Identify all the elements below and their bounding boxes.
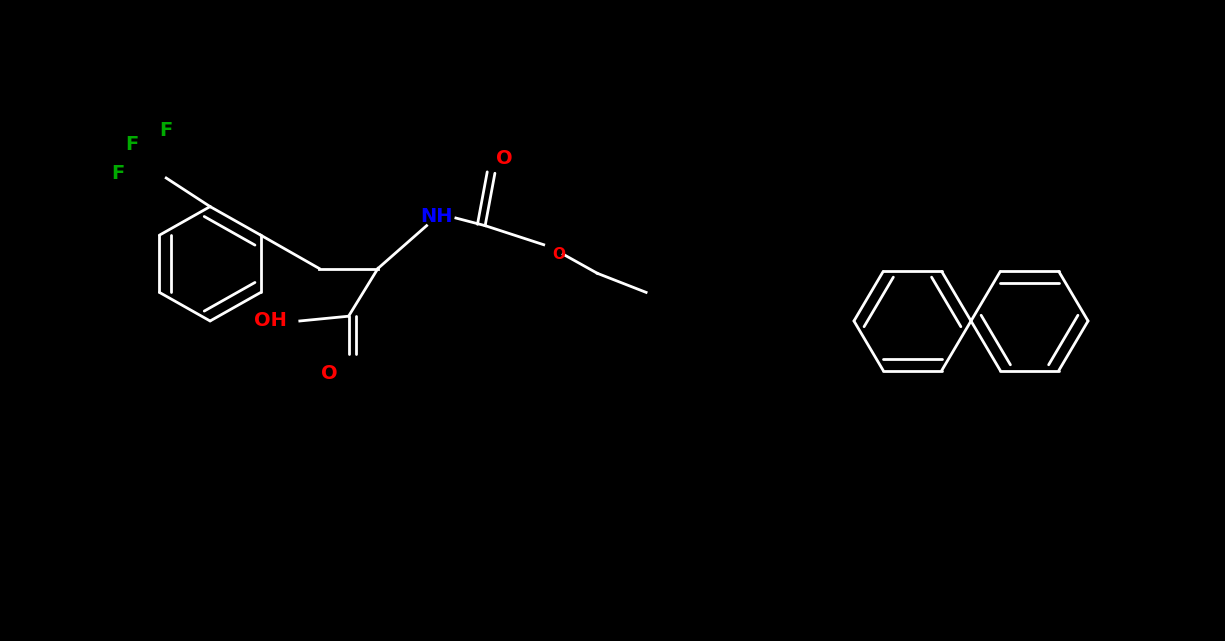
Text: O: O [551, 247, 565, 262]
Text: F: F [125, 135, 138, 154]
Text: O: O [321, 364, 337, 383]
Text: NH: NH [420, 206, 452, 226]
Text: F: F [110, 163, 124, 183]
Text: F: F [159, 121, 173, 140]
Text: OH: OH [254, 312, 287, 331]
Text: O: O [496, 149, 513, 169]
